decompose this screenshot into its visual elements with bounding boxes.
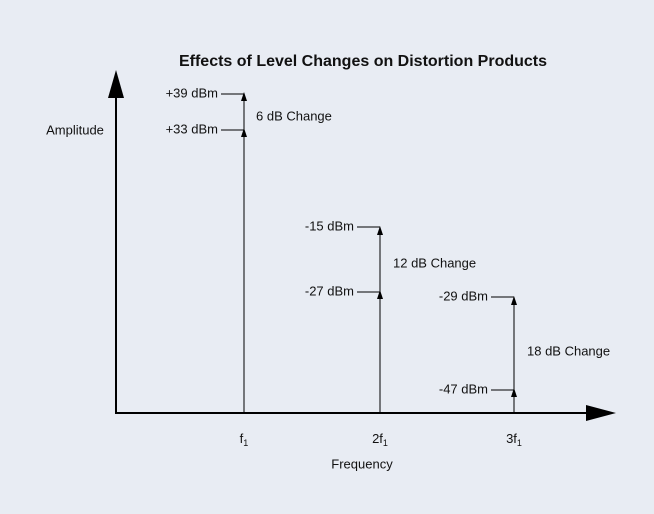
level-label: -15 dBm — [305, 218, 354, 233]
frequency-label: 3f1 — [506, 431, 522, 448]
level-label: +33 dBm — [166, 121, 218, 136]
arrowhead — [377, 226, 383, 235]
level-label: +39 dBm — [166, 85, 218, 100]
frequency-main: 3f — [506, 431, 517, 446]
arrowhead — [241, 128, 247, 137]
change-label: 6 dB Change — [256, 108, 332, 123]
x-axis-label: Frequency — [331, 456, 393, 471]
arrowhead — [511, 388, 517, 397]
change-label: 18 dB Change — [527, 343, 610, 358]
frequency-main: 2f — [372, 431, 383, 446]
x-axis-arrow — [586, 405, 616, 421]
frequency-sub: 1 — [517, 438, 522, 448]
frequency-label: f1 — [240, 431, 249, 448]
arrowhead — [377, 290, 383, 299]
arrowhead — [511, 296, 517, 305]
level-label: -47 dBm — [439, 381, 488, 396]
level-label: -27 dBm — [305, 283, 354, 298]
frequency-main: f — [240, 431, 244, 446]
level-label: -29 dBm — [439, 288, 488, 303]
frequency-label: 2f1 — [372, 431, 388, 448]
frequency-sub: 1 — [383, 438, 388, 448]
change-label: 12 dB Change — [393, 255, 476, 270]
title: Effects of Level Changes on Distortion P… — [179, 53, 547, 70]
frequency-sub: 1 — [243, 438, 248, 448]
y-axis-arrow — [108, 70, 124, 98]
arrowhead — [241, 92, 247, 101]
y-axis-label: Amplitude — [46, 122, 104, 137]
